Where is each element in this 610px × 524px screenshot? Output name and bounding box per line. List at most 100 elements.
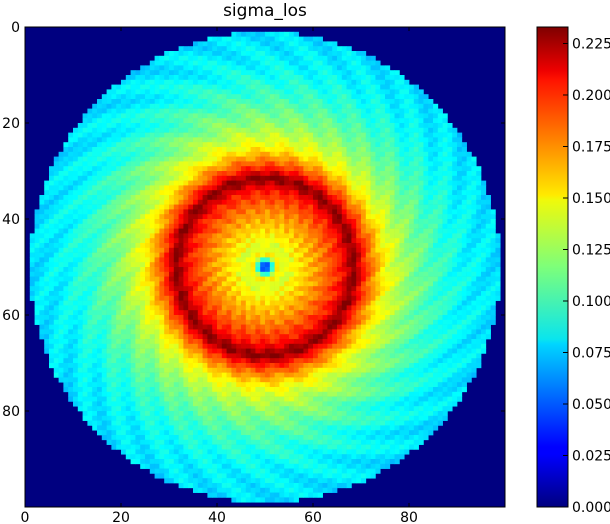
heatmap-cell [226, 319, 232, 325]
heatmap-cell [337, 137, 343, 143]
heatmap-cell [236, 300, 242, 306]
heatmap-cell [317, 295, 323, 301]
heatmap-cell [202, 252, 208, 258]
heatmap-cell [178, 204, 184, 210]
heatmap-cell [279, 319, 285, 325]
heatmap-cell [428, 291, 434, 297]
heatmap-cell [260, 89, 266, 95]
heatmap-cell [413, 257, 419, 263]
heatmap-cell [169, 233, 175, 239]
heatmap-cell [97, 324, 103, 330]
heatmap-cell [461, 252, 467, 258]
heatmap-cell [116, 94, 122, 100]
heatmap-cell [125, 310, 131, 316]
heatmap-cell [317, 36, 323, 42]
heatmap-cell [409, 94, 415, 100]
heatmap-cell [217, 276, 223, 282]
heatmap-cell [433, 271, 439, 277]
heatmap-cell [365, 142, 371, 148]
heatmap-cell [73, 151, 79, 157]
heatmap-cell [193, 75, 199, 81]
heatmap-cell [255, 305, 261, 311]
heatmap-cell [169, 185, 175, 191]
heatmap-cell [313, 223, 319, 229]
heatmap-cell [92, 209, 98, 215]
heatmap-cell [236, 233, 242, 239]
heatmap-cell [447, 247, 453, 253]
heatmap-cell [399, 252, 405, 258]
heatmap-cell [34, 238, 40, 244]
heatmap-cell [442, 214, 448, 220]
heatmap-cell [375, 137, 381, 143]
heatmap-cell [428, 113, 434, 119]
heatmap-cell [466, 315, 472, 321]
heatmap-cell [154, 233, 160, 239]
heatmap-cell [77, 137, 83, 143]
heatmap-cell [106, 185, 112, 191]
heatmap-cell [332, 243, 338, 249]
heatmap-cell [457, 219, 463, 225]
heatmap-cell [356, 195, 362, 201]
heatmap-cell [385, 166, 391, 172]
heatmap-cell [202, 156, 208, 162]
heatmap-cell [461, 315, 467, 321]
heatmap-cell [106, 204, 112, 210]
heatmap-cell [313, 99, 319, 105]
heatmap-cell [193, 315, 199, 321]
heatmap-cell [337, 305, 343, 311]
heatmap-cell [457, 315, 463, 321]
heatmap-cell [380, 103, 386, 109]
heatmap-cell [87, 281, 93, 287]
heatmap-cell [188, 247, 194, 253]
heatmap-cell [149, 267, 155, 273]
heatmap-cell [183, 55, 189, 61]
heatmap-cell [101, 214, 107, 220]
heatmap-cell [92, 180, 98, 186]
heatmap-cell [87, 228, 93, 234]
heatmap-cell [485, 214, 491, 220]
heatmap-cell [471, 171, 477, 177]
heatmap-cell [221, 89, 227, 95]
heatmap-cell [442, 291, 448, 297]
heatmap-cell [178, 185, 184, 191]
heatmap-cell [308, 41, 314, 47]
heatmap-cell [154, 103, 160, 109]
heatmap-cell [409, 209, 415, 215]
heatmap-cell [361, 195, 367, 201]
heatmap-cell [111, 281, 117, 287]
heatmap-cell [63, 319, 69, 325]
heatmap-cell [413, 185, 419, 191]
heatmap-cell [53, 223, 59, 229]
heatmap-cell [452, 185, 458, 191]
heatmap-cell [149, 233, 155, 239]
heatmap-cell [346, 79, 352, 85]
heatmap-cell [231, 262, 237, 268]
heatmap-cell [29, 276, 35, 282]
heatmap-cell [341, 60, 347, 66]
heatmap-cell [437, 118, 443, 124]
heatmap-cell [154, 84, 160, 90]
heatmap-cell [337, 161, 343, 167]
heatmap-cell [298, 156, 304, 162]
heatmap-cell [202, 70, 208, 76]
heatmap-cell [346, 262, 352, 268]
heatmap-cell [212, 132, 218, 138]
heatmap-cell [241, 94, 247, 100]
heatmap-cell [303, 171, 309, 177]
heatmap-cell [418, 151, 424, 157]
heatmap-cell [351, 132, 357, 138]
heatmap-cell [433, 243, 439, 249]
heatmap-cell [164, 132, 170, 138]
heatmap-cell [317, 195, 323, 201]
heatmap-cell [361, 151, 367, 157]
heatmap-cell [49, 252, 55, 258]
heatmap-cell [250, 267, 256, 273]
heatmap-cell [418, 276, 424, 282]
heatmap-cell [53, 324, 59, 330]
heatmap-cell [226, 233, 232, 239]
heatmap-cell [433, 252, 439, 258]
heatmap-cell [212, 209, 218, 215]
heatmap-cell [92, 103, 98, 109]
heatmap-cell [49, 209, 55, 215]
heatmap-cell [341, 84, 347, 90]
